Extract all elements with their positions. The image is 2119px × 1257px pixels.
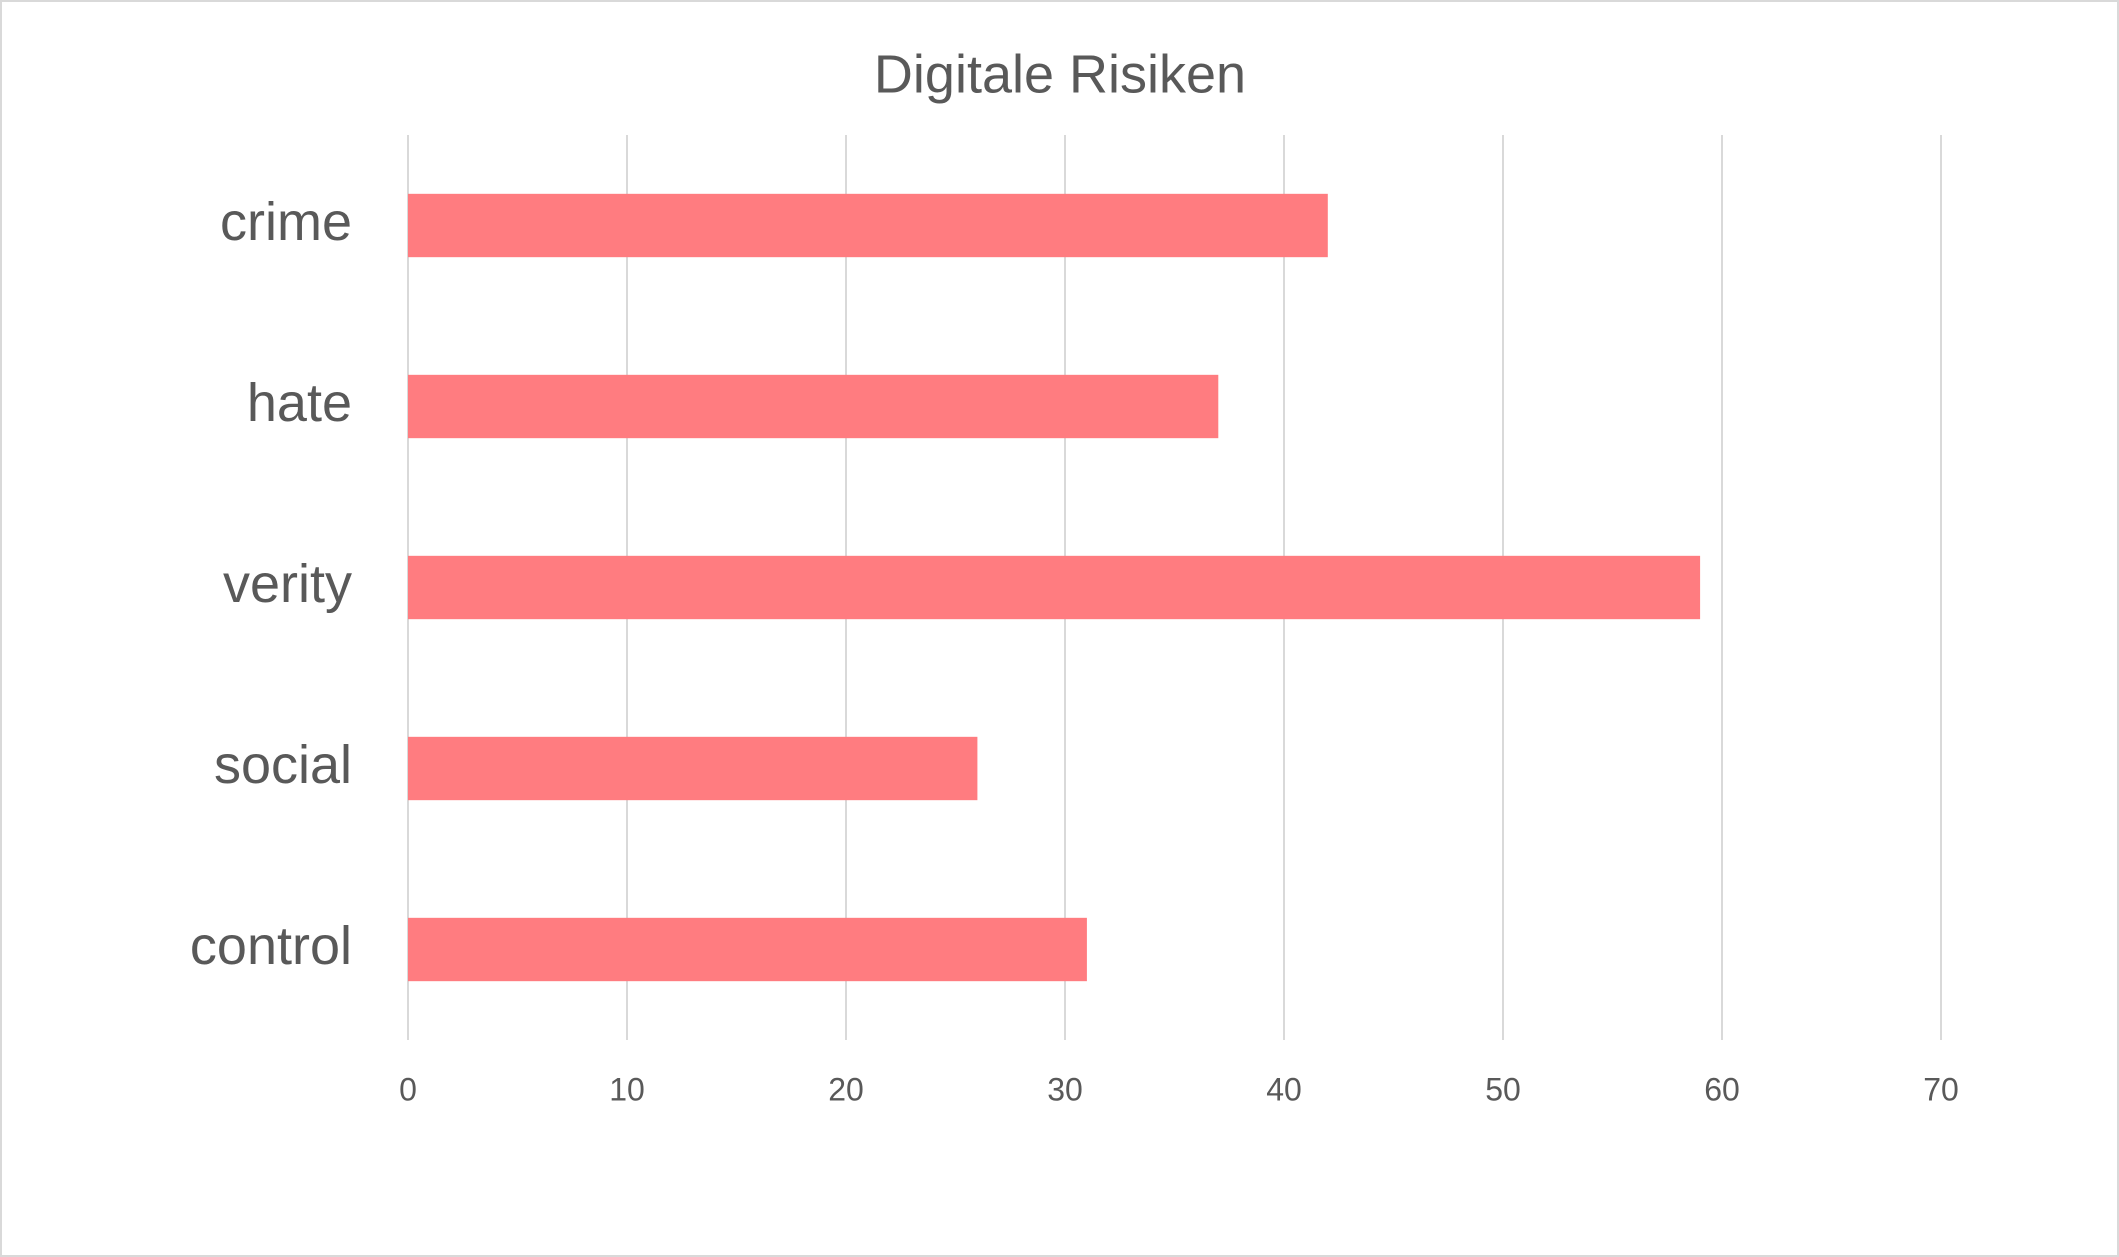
bar bbox=[408, 193, 1328, 258]
bar bbox=[408, 374, 1219, 439]
y-tick-label: social bbox=[214, 735, 352, 795]
x-tick-label: 70 bbox=[1923, 1071, 1959, 1107]
x-tick-label: 20 bbox=[828, 1071, 864, 1107]
bar bbox=[408, 736, 978, 801]
x-tick-label: 30 bbox=[1047, 1071, 1083, 1107]
x-tick-label: 50 bbox=[1485, 1071, 1521, 1107]
y-tick-label: verity bbox=[223, 554, 352, 614]
y-tick-label: hate bbox=[247, 373, 352, 433]
y-tick-label: control bbox=[190, 916, 352, 976]
x-tick-label: 0 bbox=[399, 1071, 417, 1107]
y-tick-label: crime bbox=[220, 192, 352, 252]
bar bbox=[408, 555, 1701, 620]
x-tick-label: 10 bbox=[609, 1071, 645, 1107]
x-tick-label: 60 bbox=[1704, 1071, 1740, 1107]
bar bbox=[408, 917, 1087, 982]
chart-title: Digitale Risiken bbox=[874, 44, 1246, 104]
x-tick-label: 40 bbox=[1266, 1071, 1302, 1107]
